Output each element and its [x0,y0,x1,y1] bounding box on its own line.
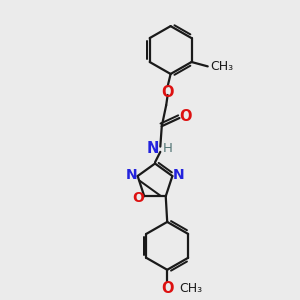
Text: N: N [125,168,137,182]
Text: O: O [161,85,174,100]
Text: O: O [132,191,144,205]
Text: CH₃: CH₃ [180,282,203,295]
Text: H: H [163,142,172,155]
Text: N: N [173,168,185,182]
Text: N: N [147,141,159,156]
Text: CH₃: CH₃ [210,61,233,74]
Text: O: O [179,110,192,124]
Text: O: O [161,281,173,296]
